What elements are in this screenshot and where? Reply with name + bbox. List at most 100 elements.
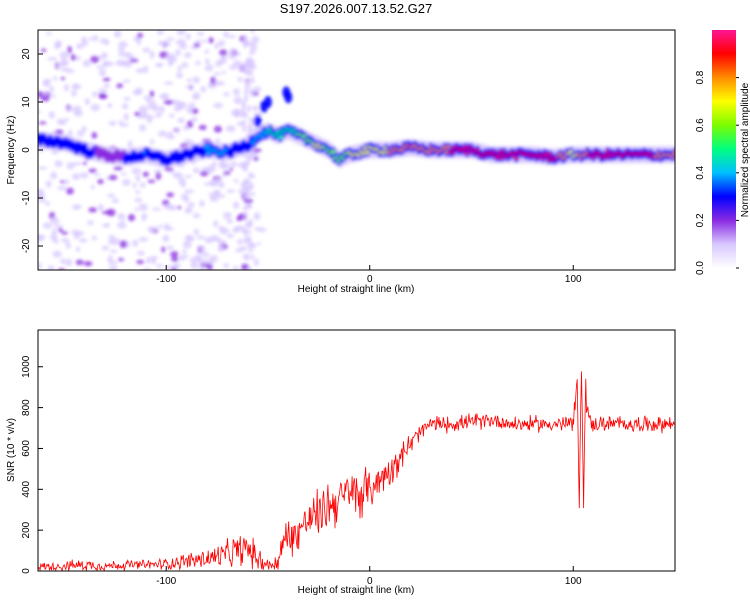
noise-blob [131,167,142,175]
noise-blob [136,37,141,46]
noise-blob [122,59,132,68]
noise-blob [185,33,191,40]
y-tick-label: 0 [21,147,32,153]
snr-frame [37,329,676,572]
noise-blob [233,108,241,114]
noise-blob [253,157,259,161]
noise-blob [73,231,80,240]
noise-blob [76,43,84,50]
noise-blob [186,106,193,114]
noise-blob [195,60,201,66]
noise-blob [223,92,230,97]
noise-blob [90,55,100,64]
y-tick-label: 10 [21,96,32,108]
noise-blob [121,79,131,83]
noise-blob [162,234,170,242]
noise-blob [207,257,218,263]
noise-blob [247,236,252,245]
noise-blob [52,76,59,81]
noise-blob [135,174,141,183]
noise-blob [64,179,70,185]
noise-blob [184,207,191,215]
noise-blob [106,62,115,67]
noise-blob [247,242,252,248]
noise-blob [111,198,119,204]
spectrogram-x-ticks: -100 0 100 [156,265,582,285]
noise-blob [243,198,254,204]
colorbar-ticks: 0.0 0.2 0.4 0.6 0.8 [695,70,739,275]
noise-blob [145,256,151,264]
y-tick-label: 0 [21,568,32,574]
noise-blob [132,239,139,248]
x-tick-label: -100 [156,274,176,285]
noise-blob [142,171,149,177]
noise-blob [184,52,192,59]
noise-blob [213,102,224,109]
colorbar-tick-label: 0.2 [695,213,706,227]
noise-blob [241,119,246,126]
noise-blob [65,258,73,267]
noise-blob [238,188,245,195]
noise-blob [65,107,72,112]
noise-blob [169,113,175,118]
noise-blob [141,213,148,220]
noise-blob [198,124,207,131]
noise-blob [156,30,164,35]
noise-blob [204,236,214,244]
noise-blob [232,60,243,68]
x-tick-label: 0 [367,274,373,285]
noise-blob [253,112,263,117]
noise-blob [61,231,69,235]
noise-blob [176,38,187,46]
noise-blob [66,187,74,195]
noise-blob [122,178,131,186]
noise-blob [165,134,176,140]
noise-blob [79,172,89,179]
noise-blob [222,173,227,178]
noise-blob [164,167,174,171]
noise-blob [60,67,70,72]
noise-blob [117,221,127,229]
noise-blob [223,30,229,38]
noise-blob [119,123,130,127]
noise-blob [184,174,193,178]
y-tick-label: -20 [21,238,32,253]
noise-blob [149,255,159,260]
y-tick-label: 200 [21,521,32,538]
noise-blob [67,45,72,54]
noise-blob [182,240,192,249]
noise-blob [98,68,107,77]
noise-blob [42,222,53,229]
noise-blob [244,94,249,102]
noise-blob [123,96,131,102]
noise-blob [97,203,104,211]
noise-blob [201,258,208,265]
noise-blob [88,168,97,173]
noise-blob [219,49,228,56]
noise-blob [104,39,110,46]
noise-blob [178,257,186,261]
noise-blob [52,250,62,258]
noise-blob [70,54,76,61]
noise-blob [163,81,174,85]
noise-blob [108,120,117,126]
ridge-core [330,149,336,155]
noise-blob [138,105,148,114]
noise-blob [76,130,85,137]
noise-blob [219,57,227,65]
x-tick-label: 100 [565,274,582,285]
noise-blob [232,88,241,96]
noise-blob [228,48,236,54]
noise-blob [90,103,101,112]
noise-blob [229,167,234,171]
noise-blob [82,161,87,165]
noise-blob [60,258,66,265]
ridge-core [672,150,675,155]
noise-blob [136,32,144,38]
noise-blob [59,51,70,60]
noise-blob [107,103,113,108]
noise-blob [241,164,246,171]
noise-blob [48,111,55,119]
